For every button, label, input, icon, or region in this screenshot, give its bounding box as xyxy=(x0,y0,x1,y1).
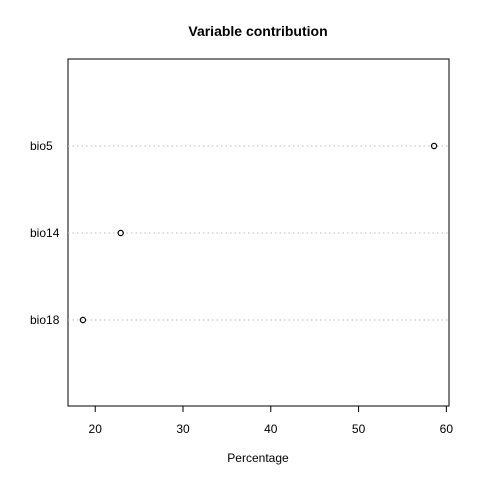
grid-lines xyxy=(68,145,449,321)
x-tick-label-30: 30 xyxy=(176,422,190,436)
category-label-bio18: bio18 xyxy=(30,313,60,327)
chart-title: Variable contribution xyxy=(188,23,327,39)
data-point-bio18 xyxy=(79,316,87,324)
x-axis: 20 30 40 50 60 xyxy=(89,406,454,436)
category-label-bio14: bio14 xyxy=(30,226,60,240)
category-labels: bio5 bio14 bio18 xyxy=(30,139,60,327)
x-axis-label: Percentage xyxy=(227,451,289,465)
x-tick-label-60: 60 xyxy=(440,422,454,436)
data-points xyxy=(79,142,438,324)
category-label-bio5: bio5 xyxy=(30,139,53,153)
x-tick-label-50: 50 xyxy=(352,422,366,436)
data-point-bio14 xyxy=(117,229,124,237)
x-tick-label-40: 40 xyxy=(264,422,278,436)
x-tick-label-20: 20 xyxy=(89,422,103,436)
data-point-bio5 xyxy=(430,142,438,150)
